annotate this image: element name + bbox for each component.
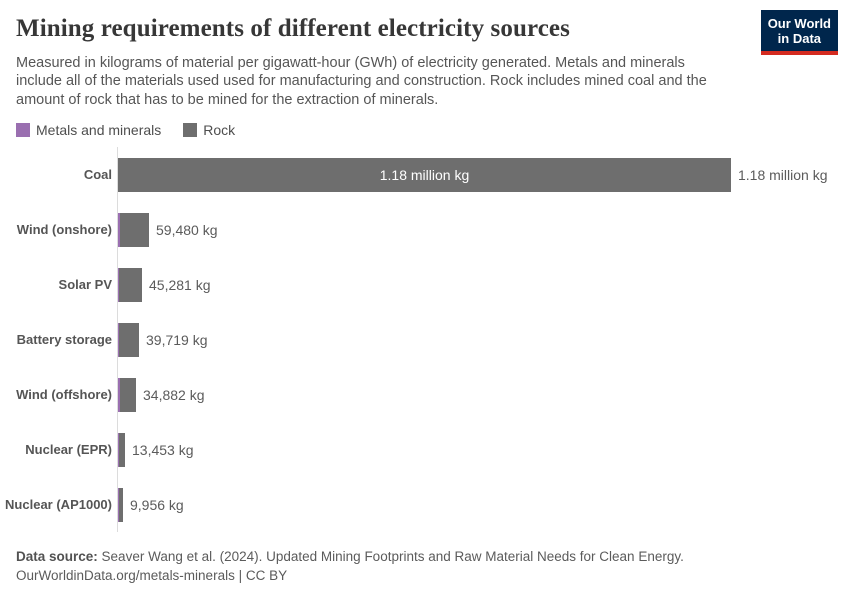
category-label-solar-pv: Solar PV (58, 277, 112, 293)
bar-row-nuclear-epr: Nuclear (EPR) 13,453 kg (0, 422, 834, 478)
metals-segment (118, 377, 120, 412)
category-label-wind-offshore: Wind (offshore) (16, 387, 112, 403)
value-label-battery-storage: 39,719 kg (146, 331, 208, 348)
metals-segment (118, 322, 119, 357)
legend-swatch (16, 123, 30, 138)
bar-chart: Coal 1.18 million kg 1.18 million kg Wind (… (0, 147, 834, 533)
datasource-text: Seaver Wang et al. (2024). Updated Minin… (101, 549, 684, 565)
plot-area: 45,281 kg (117, 257, 834, 313)
legend: Metals and minerals Rock (16, 122, 834, 138)
value-label-nuclear-epr: 13,453 kg (132, 441, 194, 458)
plot-area: 34,882 kg (117, 367, 834, 423)
legend-label: Rock (203, 122, 236, 139)
plot-area: 13,453 kg (117, 422, 834, 478)
plot-area: 1.18 million kg 1.18 million kg (117, 147, 834, 203)
value-label-nuclear-ap1000: 9,956 kg (130, 496, 184, 513)
datasource-line: Data source: Seaver Wang et al. (2024). … (16, 547, 834, 566)
bar-row-solar-pv: Solar PV 45,281 kg (0, 257, 834, 313)
category-label-nuclear-ap1000: Nuclear (AP1000) (5, 497, 112, 513)
value-label-wind-onshore: 59,480 kg (156, 221, 218, 238)
legend-item-rock[interactable]: Rock (183, 122, 235, 138)
legend-item-metals-and-minerals[interactable]: Metals and minerals (16, 122, 161, 138)
owid-logo[interactable]: Our World in Data (760, 10, 838, 55)
metals-segment (118, 487, 119, 522)
value-label-coal: 1.18 million kg (738, 166, 828, 183)
plot-area: 39,719 kg (117, 312, 834, 368)
category-label-nuclear-epr: Nuclear (EPR) (25, 442, 112, 458)
bar-solar-pv[interactable] (118, 267, 142, 302)
bar-wind-onshore[interactable] (118, 212, 149, 247)
value-label-wind-offshore: 34,882 kg (143, 386, 205, 403)
owid-logo-line1: Our World (767, 16, 831, 31)
inside-bar-label: 1.18 million kg (379, 166, 470, 183)
bar-nuclear-ap1000[interactable] (118, 487, 123, 522)
metals-segment (118, 212, 120, 247)
plot-area: 9,956 kg (117, 477, 834, 533)
bar-row-battery-storage: Battery storage 39,719 kg (0, 312, 834, 368)
category-label-battery-storage: Battery storage (16, 332, 112, 348)
page-title: Mining requirements of different electri… (16, 15, 570, 42)
legend-swatch (183, 123, 198, 138)
legend-label: Metals and minerals (36, 122, 162, 139)
attribution-line[interactable]: OurWorldinData.org/metals-minerals | CC … (16, 568, 288, 584)
plot-area: 59,480 kg (117, 202, 834, 258)
value-label-solar-pv: 45,281 kg (149, 276, 211, 293)
datasource-label: Data source: (16, 549, 98, 565)
bar-row-wind-onshore: Wind (onshore) 59,480 kg (0, 202, 834, 258)
bar-nuclear-epr[interactable] (118, 432, 125, 467)
bar-wind-offshore[interactable] (118, 377, 136, 412)
category-label-wind-onshore: Wind (onshore) (16, 222, 112, 238)
bar-coal[interactable]: 1.18 million kg (118, 157, 731, 192)
chart-footer: Data source: Seaver Wang et al. (2024). … (16, 547, 834, 585)
chart-subtitle: Measured in kilograms of material per gi… (16, 55, 707, 108)
metals-segment (118, 432, 119, 467)
metals-segment (118, 267, 119, 302)
bar-row-wind-offshore: Wind (offshore) 34,882 kg (0, 367, 834, 423)
chart-header: Mining requirements of different electri… (16, 10, 838, 55)
bar-row-nuclear-ap1000: Nuclear (AP1000) 9,956 kg (0, 477, 834, 533)
bar-battery-storage[interactable] (118, 322, 139, 357)
owid-logo-line2: in Data (777, 31, 822, 47)
bar-row-coal: Coal 1.18 million kg 1.18 million kg (0, 147, 834, 203)
category-label-coal: Coal (83, 167, 112, 183)
